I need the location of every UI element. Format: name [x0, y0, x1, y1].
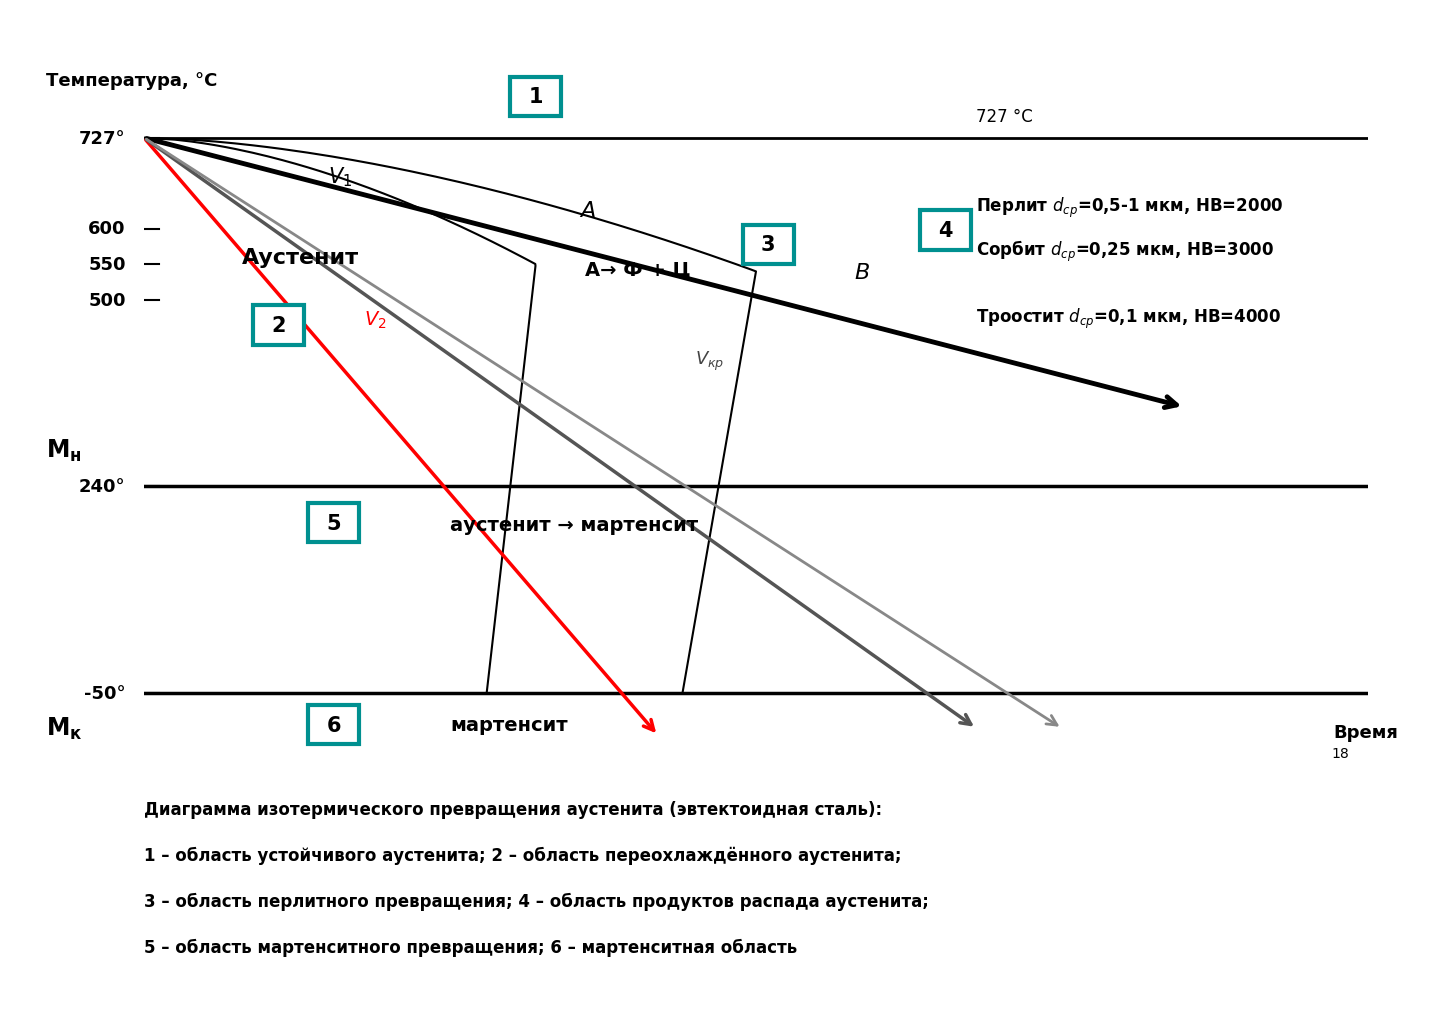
- Text: 5: 5: [327, 514, 341, 533]
- Text: 500: 500: [88, 291, 125, 310]
- FancyBboxPatch shape: [308, 503, 360, 543]
- Text: Сорбит $d_{ср}$=0,25 мкм, НВ=3000: Сорбит $d_{ср}$=0,25 мкм, НВ=3000: [976, 238, 1274, 263]
- Text: 727°: 727°: [79, 129, 125, 148]
- Text: 550: 550: [88, 256, 125, 274]
- Text: $V_2$: $V_2$: [364, 310, 387, 331]
- Text: $V_{кр}$: $V_{кр}$: [696, 350, 724, 373]
- Text: 600: 600: [88, 220, 125, 238]
- Text: 4: 4: [939, 221, 953, 240]
- Text: 1 – область устойчивого аустенита; 2 – область переохлаждённого аустенита;: 1 – область устойчивого аустенита; 2 – о…: [144, 846, 901, 864]
- Text: 2: 2: [271, 316, 287, 335]
- Text: 6: 6: [327, 715, 341, 735]
- Text: $\mathbf{M_{к}}$: $\mathbf{M_{к}}$: [46, 715, 82, 742]
- Text: 240°: 240°: [79, 477, 125, 495]
- Text: Перлит $d_{ср}$=0,5-1 мкм, НВ=2000: Перлит $d_{ср}$=0,5-1 мкм, НВ=2000: [976, 196, 1283, 220]
- Text: $V_1$: $V_1$: [328, 165, 351, 189]
- FancyBboxPatch shape: [510, 77, 562, 117]
- Text: Аустенит: Аустенит: [242, 248, 359, 268]
- Text: 3 – область перлитного превращения; 4 – область продуктов распада аустенита;: 3 – область перлитного превращения; 4 – …: [144, 892, 929, 910]
- Text: 18: 18: [1332, 747, 1349, 760]
- Text: 5 – область мартенситного превращения; 6 – мартенситная область: 5 – область мартенситного превращения; 6…: [144, 937, 798, 956]
- Text: -50°: -50°: [84, 684, 125, 702]
- Text: $A$: $A$: [579, 201, 595, 220]
- FancyBboxPatch shape: [253, 306, 304, 345]
- Text: А→ Ф + Ц: А→ Ф + Ц: [585, 261, 690, 279]
- FancyBboxPatch shape: [308, 705, 360, 745]
- FancyBboxPatch shape: [920, 211, 972, 251]
- Text: $\mathbf{M_{н}}$: $\mathbf{M_{н}}$: [46, 437, 82, 464]
- Text: Диаграмма изотермического превращения аустенита (эвтектоидная сталь):: Диаграмма изотермического превращения ау…: [144, 800, 883, 818]
- Text: Время: Время: [1333, 723, 1398, 741]
- Text: аустенит → мартенсит: аустенит → мартенсит: [449, 516, 698, 535]
- Text: $B$: $B$: [854, 263, 870, 283]
- Text: 3: 3: [760, 235, 776, 255]
- Text: мартенсит: мартенсит: [449, 715, 567, 735]
- FancyBboxPatch shape: [743, 225, 793, 265]
- Text: 1: 1: [528, 88, 543, 107]
- Text: Троостит $d_{ср}$=0,1 мкм, НВ=4000: Троостит $d_{ср}$=0,1 мкм, НВ=4000: [976, 307, 1282, 330]
- Text: 727 °C: 727 °C: [976, 108, 1032, 125]
- Text: Температура, °С: Температура, °С: [46, 72, 217, 91]
